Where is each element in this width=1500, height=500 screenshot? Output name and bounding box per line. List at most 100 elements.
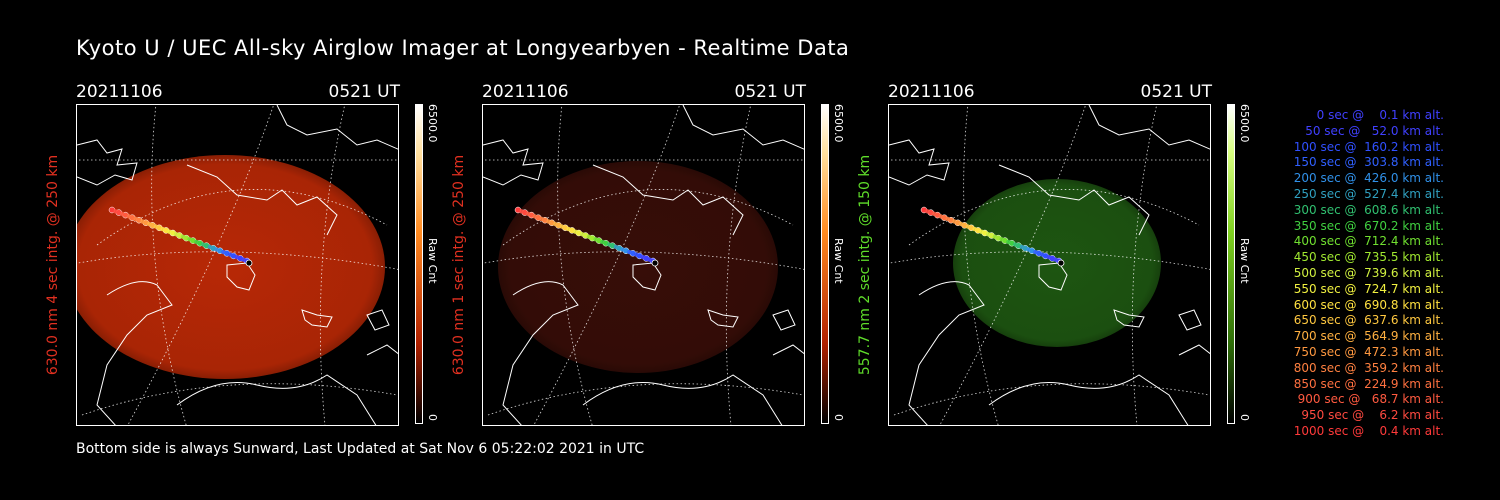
trajectory-point <box>600 239 605 245</box>
trajectory-point <box>227 252 233 257</box>
panel-date: 20211106 <box>888 82 975 102</box>
trajectory-point <box>992 234 998 239</box>
airglow-panel-2: 20211106 0521 UT 630.0 nm 1 sec intg. @ 25… <box>451 80 882 436</box>
trajectory-point <box>214 247 219 252</box>
trajectory-point <box>1046 255 1052 260</box>
trajectory-legend: 0 sec @ 0.1 km alt. 50 sec @ 52.0 km alt… <box>1264 108 1444 440</box>
trajectory-point <box>573 229 578 234</box>
trajectory-legend-row: 0 sec @ 0.1 km alt. <box>1305 108 1444 122</box>
trajectory-point <box>559 224 565 229</box>
trajectory-point <box>532 214 538 219</box>
trajectory-point <box>173 232 179 237</box>
trajectory-point <box>187 237 192 242</box>
trajectory-legend-row: 200 sec @ 426.0 km alt. <box>1289 171 1444 186</box>
wavelength-label: 630.0 nm 4 sec intg. @ 250 km <box>38 104 68 426</box>
trajectory-point <box>979 229 984 234</box>
trajectory-legend-row: 150 sec @ 303.8 km alt. <box>1289 155 1444 170</box>
wavelength-label: 630.0 nm 1 sec intg. @ 250 km <box>444 104 474 426</box>
trajectory-point <box>620 247 625 252</box>
colorbar-min-label: 0 <box>832 414 845 421</box>
panel-time: 0521 UT <box>328 82 401 102</box>
trajectory-point <box>1012 242 1018 247</box>
trajectory-legend-row: 700 sec @ 564.9 km alt. <box>1289 329 1444 344</box>
trajectory-point <box>972 226 977 232</box>
trajectory-point <box>1026 247 1031 252</box>
trajectory-point <box>119 211 125 216</box>
trajectory-point <box>552 221 558 227</box>
trajectory-point <box>546 219 551 224</box>
trajectory-point <box>566 226 571 232</box>
trajectory-point <box>1053 257 1058 262</box>
launch-site-marker <box>1057 259 1065 267</box>
trajectory-point <box>925 209 930 214</box>
trajectory-point <box>999 237 1004 242</box>
trajectory-point <box>945 216 950 222</box>
launch-site-marker <box>651 259 659 267</box>
trajectory-legend-row: 800 sec @ 359.2 km alt. <box>1289 360 1444 375</box>
trajectory-point <box>1006 239 1011 245</box>
trajectory-point <box>633 252 639 257</box>
trajectory-legend-row: 450 sec @ 735.5 km alt. <box>1289 250 1444 265</box>
trajectory-point <box>167 229 172 234</box>
trajectory-legend-row: 950 sec @ 6.2 km alt. <box>1297 408 1444 423</box>
page-title: Kyoto U / UEC All-sky Airglow Imager at … <box>76 36 850 60</box>
update-footer: Bottom side is always Sunward, Last Upda… <box>76 441 645 457</box>
trajectory-point <box>931 211 937 216</box>
trajectory-legend-row: 350 sec @ 670.2 km alt. <box>1289 218 1444 233</box>
trajectory-legend-row: 400 sec @ 712.4 km alt. <box>1289 234 1444 249</box>
trajectory-point <box>113 209 118 214</box>
airglow-disk <box>498 161 778 373</box>
colorbar <box>821 104 829 424</box>
trajectory-point <box>613 244 619 250</box>
wavelength-label-text: 630.0 nm 1 sec intg. @ 250 km <box>451 154 467 376</box>
panel-date: 20211106 <box>482 82 569 102</box>
trajectory-legend-row: 50 sec @ 52.0 km alt. <box>1297 123 1444 138</box>
trajectory-legend-row: 750 sec @ 472.3 km alt. <box>1289 344 1444 359</box>
trajectory-point <box>1039 252 1045 257</box>
trajectory-point <box>579 232 585 237</box>
trajectory-point <box>938 214 944 219</box>
airglow-disk <box>77 155 385 379</box>
trajectory-point <box>952 219 957 224</box>
panel-time: 0521 UT <box>734 82 807 102</box>
airglow-panel-1: 20211106 0521 UT 630.0 nm 4 sec intg. @ 25… <box>45 80 476 436</box>
allsky-image <box>888 104 1211 426</box>
trajectory-legend-row: 900 sec @ 68.7 km alt. <box>1293 392 1444 407</box>
colorbar <box>1227 104 1235 424</box>
trajectory-legend-row: 250 sec @ 527.4 km alt. <box>1289 186 1444 201</box>
wavelength-label-text: 630.0 nm 4 sec intg. @ 250 km <box>45 154 61 376</box>
wavelength-label-text: 557.7 nm 2 sec intg. @ 150 km <box>857 154 873 376</box>
trajectory-point <box>519 209 524 214</box>
trajectory-point <box>593 237 598 242</box>
colorbar <box>415 104 423 424</box>
trajectory-point <box>241 257 246 262</box>
trajectory-legend-row: 600 sec @ 690.8 km alt. <box>1289 297 1444 312</box>
trajectory-point <box>234 255 240 260</box>
wavelength-label: 557.7 nm 2 sec intg. @ 150 km <box>850 104 880 426</box>
trajectory-point <box>194 239 199 245</box>
trajectory-point <box>126 214 132 219</box>
trajectory-point <box>958 221 964 227</box>
trajectory-point <box>1033 249 1038 255</box>
trajectory-point <box>153 224 159 229</box>
trajectory-point <box>586 234 592 239</box>
trajectory-legend-row: 550 sec @ 724.7 km alt. <box>1289 281 1444 296</box>
allsky-image <box>76 104 399 426</box>
colorbar-unit-label: Raw Cnt <box>426 238 439 284</box>
trajectory-point <box>146 221 152 227</box>
trajectory-point <box>200 242 206 247</box>
trajectory-point <box>985 232 991 237</box>
panel-time: 0521 UT <box>1140 82 1213 102</box>
trajectory-legend-row: 850 sec @ 224.9 km alt. <box>1289 376 1444 391</box>
trajectory-point <box>647 257 652 262</box>
trajectory-point <box>221 249 226 255</box>
colorbar-max-label: 6500.0 <box>1238 104 1251 143</box>
trajectory-point <box>539 216 544 222</box>
panel-date: 20211106 <box>76 82 163 102</box>
trajectory-point <box>160 226 165 232</box>
trajectory-point <box>525 211 531 216</box>
colorbar-unit-label: Raw Cnt <box>1238 238 1251 284</box>
colorbar-max-label: 6500.0 <box>832 104 845 143</box>
trajectory-legend-row: 100 sec @ 160.2 km alt. <box>1289 139 1444 154</box>
trajectory-point <box>140 219 145 224</box>
